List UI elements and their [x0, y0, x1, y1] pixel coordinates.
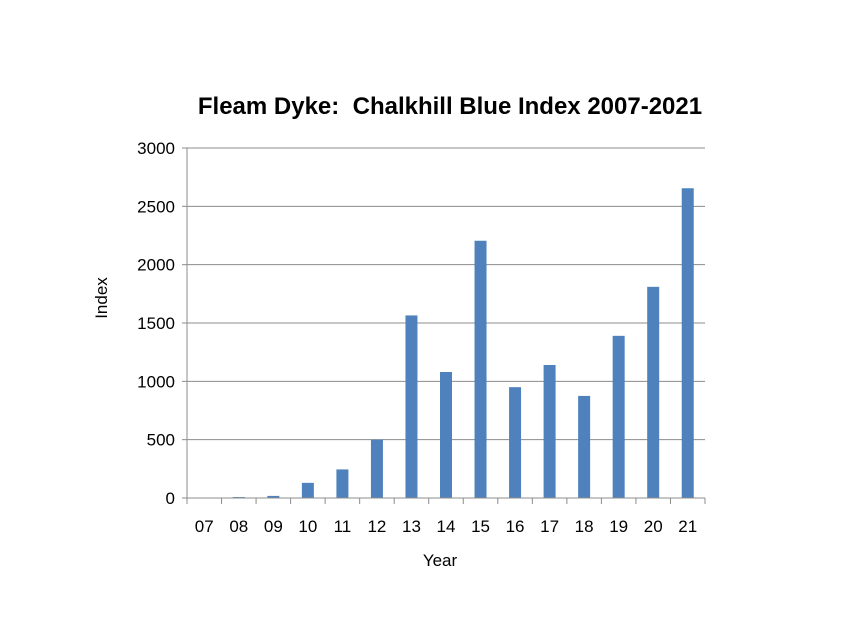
x-tick-label: 19 [609, 517, 628, 536]
x-tick-label: 11 [334, 517, 352, 536]
bars [232, 188, 694, 498]
bar-19 [612, 335, 625, 498]
y-tick-label: 0 [166, 489, 175, 508]
bar-14 [440, 372, 452, 498]
chart-title: Fleam Dyke: Chalkhill Blue Index 2007-20… [198, 93, 702, 120]
bar-18 [578, 395, 591, 498]
y-tick-label: 1500 [137, 314, 175, 333]
x-tick-label: 08 [229, 517, 248, 536]
y-tick-label: 2500 [137, 197, 175, 216]
x-axis-label: Year [423, 551, 458, 570]
bar-10 [301, 482, 314, 498]
x-tick-label: 07 [195, 517, 214, 536]
y-axis-ticks: 0 500 1000 1500 2000 2500 3000 [137, 139, 187, 508]
x-tick-label: 09 [264, 517, 283, 536]
y-axis-label: Index [92, 277, 111, 319]
bar-11 [336, 469, 349, 498]
x-tick-label: 18 [575, 517, 594, 536]
y-tick-label: 500 [147, 431, 175, 450]
bar-12 [370, 439, 383, 498]
x-tick-label: 13 [402, 517, 421, 536]
y-tick-label: 1000 [137, 372, 175, 391]
y-tick-label: 2000 [137, 256, 175, 275]
bar-09 [267, 495, 280, 498]
bar-15 [474, 240, 487, 498]
bar-13 [405, 315, 418, 498]
x-tick-label: 20 [644, 517, 663, 536]
x-tick-label: 15 [471, 517, 490, 536]
x-tick-label: 14 [437, 517, 456, 536]
bar-17 [543, 365, 556, 498]
bar-21 [681, 188, 694, 498]
x-tick-label: 10 [298, 517, 317, 536]
y-tick-label: 3000 [137, 139, 175, 158]
x-tick-label: 17 [540, 517, 559, 536]
x-tick-label: 21 [678, 517, 697, 536]
x-tick-label: 16 [506, 517, 525, 536]
x-axis-ticks: 07 08 09 10 11 12 13 14 15 16 17 18 19 20 21 [186, 498, 706, 536]
bar-16 [509, 387, 522, 498]
x-tick-label: 12 [367, 517, 386, 536]
bar-20 [647, 286, 660, 498]
